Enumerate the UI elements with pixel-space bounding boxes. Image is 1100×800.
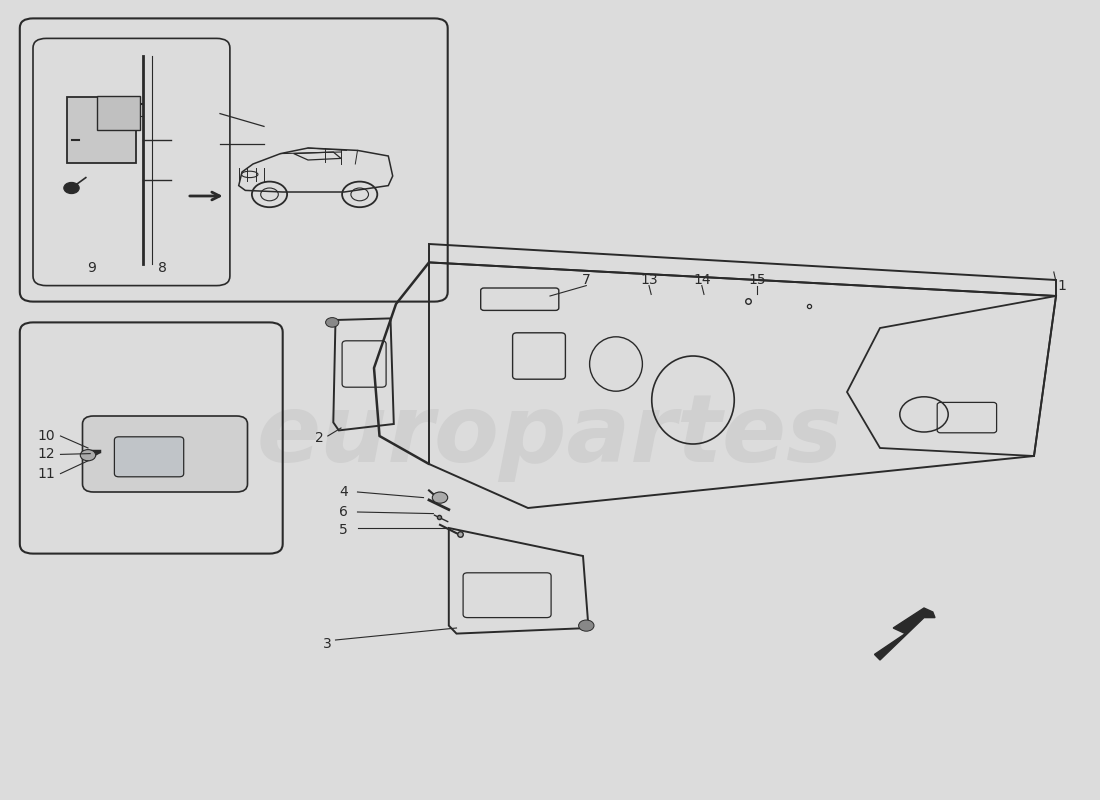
Circle shape [326,318,339,327]
Text: 6: 6 [339,505,348,519]
Text: 9: 9 [87,261,96,275]
Text: europartes: europartes [256,390,844,482]
Text: 4: 4 [339,485,348,499]
Text: 15: 15 [748,273,766,287]
Circle shape [579,620,594,631]
Text: 13: 13 [640,273,658,287]
Circle shape [64,182,79,194]
Text: 3: 3 [323,637,332,651]
Polygon shape [874,608,935,660]
FancyBboxPatch shape [97,96,140,130]
Text: 7: 7 [582,273,591,287]
Text: 10: 10 [37,429,55,443]
Circle shape [80,450,96,461]
Text: 12: 12 [37,447,55,462]
Text: 5: 5 [339,522,348,537]
Circle shape [432,492,448,503]
FancyBboxPatch shape [67,97,136,163]
Text: 11: 11 [37,466,55,481]
Text: 1: 1 [1057,279,1066,294]
Text: 8: 8 [158,261,167,275]
FancyBboxPatch shape [82,416,248,492]
Text: 2: 2 [315,431,323,446]
FancyBboxPatch shape [114,437,184,477]
Text: 14: 14 [693,273,711,287]
